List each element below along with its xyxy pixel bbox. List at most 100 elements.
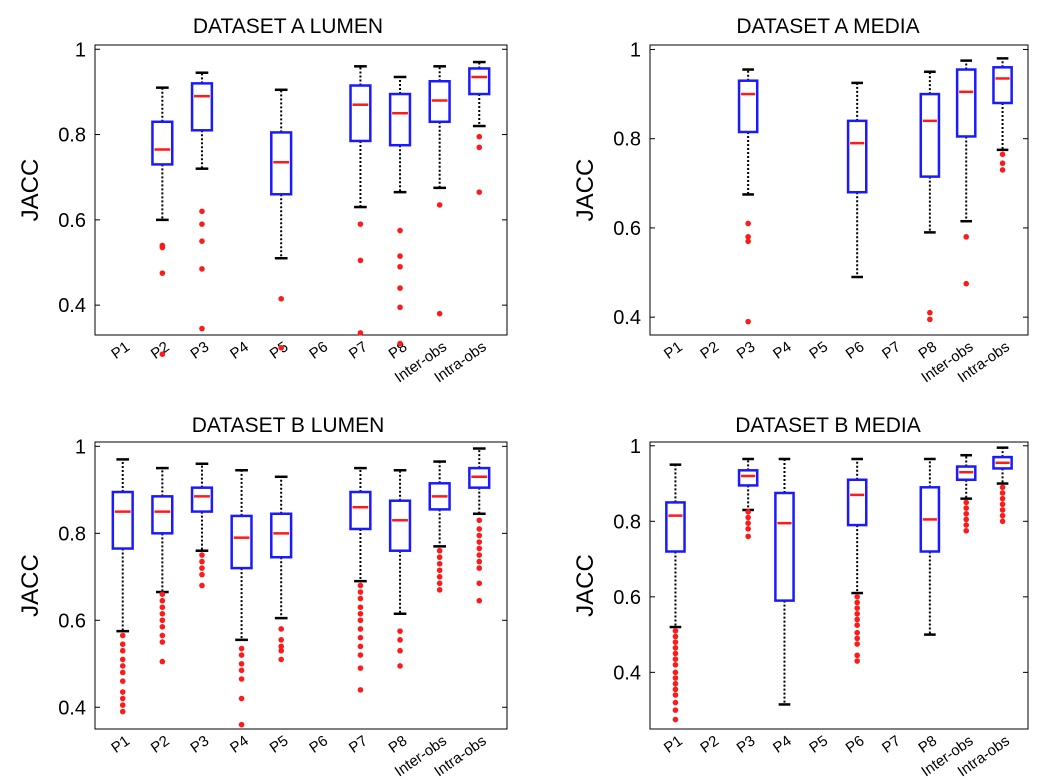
outlier-point [672,707,679,713]
outlier-point [854,652,860,659]
outlier-point [745,526,751,532]
outlier-point [436,587,443,593]
x-tick-label: P4 [227,338,252,362]
outlier-point [357,687,364,693]
iqr-box [774,491,795,602]
outlier-point [672,645,679,651]
iqr-box [388,92,412,147]
box-P1 [665,463,686,723]
outlier-point [357,221,364,227]
outlier-point [278,656,284,663]
outlier-point [745,533,751,540]
outlier-point [999,507,1006,513]
outlier-point [436,567,443,574]
outlier-point [672,699,679,706]
outlier-point [999,512,1006,519]
outlier-point [278,643,284,650]
outlier-point [476,189,483,195]
plot-frame [94,441,508,730]
x-tick-label: P6 [843,338,868,362]
iqr-box [349,84,372,143]
box-P7 [349,65,372,336]
box-P3 [190,71,214,332]
outlier-point [854,599,860,606]
panel-title: DATASET B MEDIA [735,414,921,437]
outlier-point [278,295,284,302]
iqr-box [111,490,134,550]
outlier-point [927,316,933,323]
outlier-point [397,628,403,634]
y-axis-label: JACC [572,159,599,222]
box-P3 [190,462,214,589]
iqr-box [428,80,451,124]
y-tick-label: 0.6 [613,218,641,240]
outlier-point [357,617,364,624]
x-tick-label: P3 [187,338,212,362]
iqr-box [955,68,977,138]
iqr-box [428,482,451,511]
iqr-box [151,120,174,166]
y-tick-label: 0.4 [58,295,86,317]
iqr-box [388,499,412,552]
y-axis-label: JACC [17,554,44,617]
iqr-box [349,490,372,531]
outlier-point [436,547,443,554]
iqr-box [955,465,977,482]
outlier-point [999,518,1006,525]
x-tick-label: P7 [879,732,904,756]
panel-title: DATASET A LUMEN [193,15,383,38]
x-tick-label: P6 [843,732,868,756]
iqr-box [468,67,491,96]
box-P6 [846,457,868,664]
box-P2 [151,466,174,665]
outlier-point [119,647,126,654]
outlier-point [436,202,443,208]
outlier-point [199,208,205,215]
outlier-point [119,656,126,663]
outlier-point [999,495,1006,502]
outlier-point [999,501,1006,508]
outlier-point [119,641,126,648]
outlier-point [199,325,205,332]
outlier-point [672,675,679,681]
outlier-point [672,628,679,634]
box-P4 [774,457,795,706]
x-tick-label: P2 [148,338,173,362]
outlier-point [745,238,751,245]
x-tick-label: P1 [108,338,133,362]
iqr-box [846,478,868,527]
box-P3 [737,68,759,325]
x-tick-label: P5 [267,732,292,756]
y-tick-label: 0.6 [613,587,641,609]
y-axis-label: JACC [572,554,599,617]
y-axis-label: JACC [17,159,44,222]
box-Inter-obs [955,59,977,287]
outlier-point [357,589,364,595]
box-Inter-obs [428,460,451,593]
outlier-point [159,617,166,624]
outlier-point [476,558,483,565]
outlier-point [238,660,245,667]
y-tick-label: 0.8 [613,129,641,151]
iqr-box [737,469,759,487]
iqr-box [270,512,293,559]
outlier-point [238,667,245,674]
outlier-point [119,695,126,702]
outlier-point [854,594,860,600]
box-P6 [846,81,868,279]
y-tick-label: 0.8 [613,511,641,533]
iqr-box [190,82,214,132]
x-tick-label: P7 [879,338,904,362]
outlier-point [199,238,205,244]
iqr-box [230,514,253,570]
x-tick-label: P2 [697,732,722,756]
iqr-box [992,455,1013,470]
outlier-point [159,244,166,251]
outlier-point [672,669,679,676]
outlier-point [672,692,679,698]
outlier-point [199,571,205,578]
y-tick-label: 0.8 [58,523,86,545]
x-tick-label: P3 [734,732,759,756]
outlier-point [119,669,126,676]
outlier-point [476,532,483,539]
